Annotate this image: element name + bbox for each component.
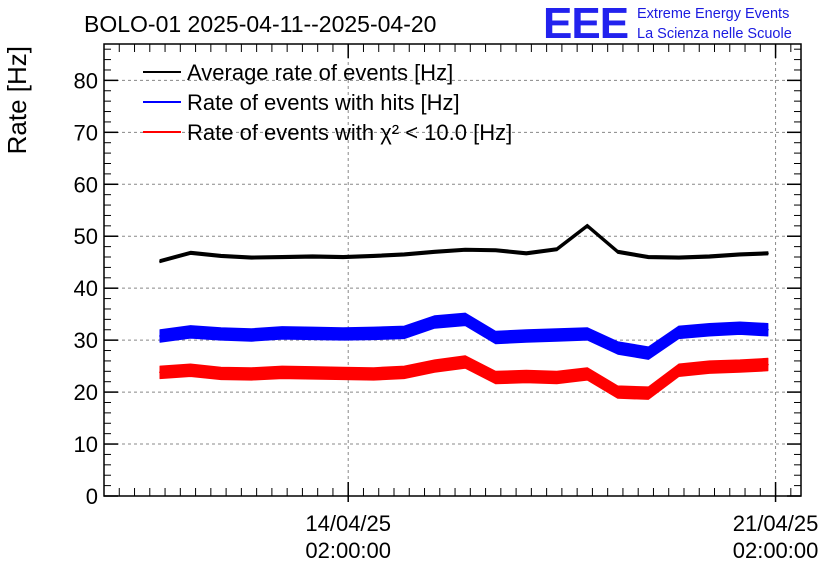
- logo-text-line2: La Scienza nelle Scuole: [637, 26, 792, 42]
- data-point: [464, 318, 467, 321]
- data-point: [555, 248, 558, 251]
- data-point: [616, 250, 619, 253]
- series-band: [159, 355, 769, 400]
- data-point: [616, 347, 619, 349]
- plot-frame: [103, 43, 802, 497]
- legend-label: Rate of events with hits [Hz]: [187, 90, 460, 115]
- data-point: [708, 255, 711, 258]
- data-point: [250, 373, 253, 375]
- y-tick-label: 70: [74, 120, 98, 145]
- data-point: [342, 256, 344, 258]
- data-point: [311, 332, 314, 335]
- data-point: [281, 256, 283, 258]
- data-point: [403, 331, 406, 334]
- data-point: [647, 256, 650, 258]
- data-point: [494, 376, 497, 379]
- y-axis-label: Rate [Hz]: [2, 46, 32, 154]
- y-tick-label: 40: [74, 276, 98, 301]
- data-point: [433, 250, 436, 253]
- data-point: [189, 330, 192, 333]
- data-point: [189, 252, 192, 254]
- y-tick-label: 30: [74, 328, 98, 353]
- data-point: [739, 327, 741, 330]
- data-point: [372, 332, 375, 335]
- data-point: [159, 335, 161, 337]
- x-tick-label-time: 02:00:00: [305, 538, 391, 563]
- data-point: [250, 334, 253, 336]
- x-tick-label-time: 02:00:00: [733, 538, 819, 563]
- y-tick-label: 60: [74, 172, 98, 197]
- data-series: [159, 223, 769, 400]
- data-point: [586, 333, 589, 335]
- data-point: [220, 372, 222, 375]
- data-point: [464, 361, 467, 363]
- data-point: [433, 321, 436, 323]
- data-point: [767, 363, 769, 366]
- data-point: [159, 260, 161, 263]
- x-tick-label-date: 14/04/25: [305, 511, 391, 536]
- data-point: [525, 375, 528, 378]
- data-point: [342, 372, 344, 375]
- data-point: [403, 371, 406, 374]
- data-point: [311, 255, 314, 258]
- axes: 0102030405060708014/04/2502:00:0021/04/2…: [74, 44, 819, 563]
- eee-logo: EEE Extreme Energy Events La Scienza nel…: [543, 0, 833, 48]
- data-point: [525, 335, 528, 337]
- data-point: [586, 373, 589, 375]
- legend: Average rate of events [Hz] Rate of event…: [143, 60, 512, 145]
- logo-text-line1: Extreme Energy Events: [637, 6, 790, 22]
- x-tick-label-date: 21/04/25: [733, 511, 819, 536]
- y-tick-label: 0: [86, 484, 98, 509]
- grid-lines: [104, 44, 801, 496]
- data-point: [708, 328, 711, 331]
- data-point: [281, 371, 283, 374]
- data-point: [555, 376, 558, 379]
- data-point: [250, 256, 253, 259]
- data-point: [494, 336, 497, 339]
- data-point: [220, 333, 222, 335]
- y-tick-label: 50: [74, 224, 98, 249]
- eee-logo-mark: EEE: [543, 0, 629, 48]
- legend-label: Rate of events with χ² < 10.0 [Hz]: [187, 120, 512, 145]
- data-point: [678, 369, 680, 372]
- legend-label: Average rate of events [Hz]: [187, 60, 453, 85]
- data-point: [767, 252, 769, 255]
- data-point: [159, 371, 161, 374]
- chart-title: BOLO-01 2025-04-11--2025-04-20: [84, 11, 436, 37]
- data-point: [342, 333, 344, 335]
- y-tick-label: 10: [74, 432, 98, 457]
- data-point: [433, 365, 436, 367]
- data-point: [281, 332, 283, 334]
- data-point: [739, 365, 741, 367]
- y-tick-label: 20: [74, 380, 98, 405]
- series-band: [159, 223, 769, 264]
- data-point: [372, 373, 375, 375]
- data-point: [555, 334, 558, 336]
- data-point: [708, 366, 711, 369]
- data-point: [678, 256, 680, 259]
- data-point: [678, 331, 680, 334]
- data-point: [372, 255, 375, 257]
- data-point: [525, 252, 528, 255]
- data-point: [616, 391, 619, 393]
- data-point: [220, 255, 222, 257]
- data-point: [767, 328, 769, 331]
- data-point: [647, 392, 650, 394]
- data-point: [403, 253, 406, 256]
- data-point: [739, 253, 741, 256]
- data-point: [311, 372, 314, 374]
- data-point: [189, 369, 192, 372]
- y-tick-label: 80: [74, 68, 98, 93]
- data-point: [464, 248, 467, 251]
- data-point: [647, 352, 650, 354]
- data-point: [586, 224, 589, 227]
- data-point: [494, 249, 497, 252]
